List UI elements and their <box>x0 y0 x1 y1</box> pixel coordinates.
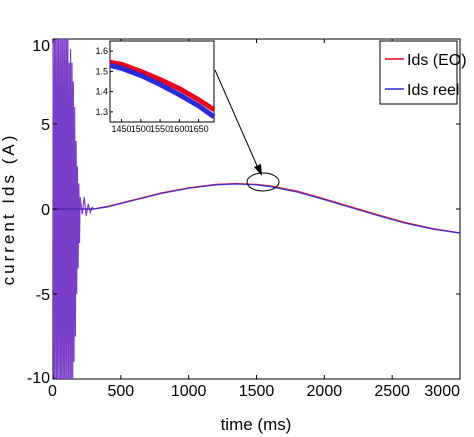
x-tick-label: 3000 <box>424 383 460 400</box>
transient-line <box>52 38 95 380</box>
x-axis-label: time (ms) <box>221 415 292 434</box>
inset-y-tick-label: 1.4 <box>95 87 108 97</box>
legend: Ids (EO) Ids reel <box>379 40 467 105</box>
zoom-arrow-head <box>254 164 262 176</box>
y-axis-ticks: 10 5 0 -5 -10 <box>27 38 460 387</box>
x-tick-label: 0 <box>48 383 57 400</box>
series-line-1 <box>53 183 461 234</box>
x-tick-label: 500 <box>107 383 134 400</box>
inset-series-layer <box>109 59 216 119</box>
y-tick-label: 10 <box>32 38 50 55</box>
inset-series-line-0 <box>109 59 216 112</box>
inset-x-tick-label: 1500 <box>131 124 151 134</box>
zoom-ellipse <box>246 172 280 192</box>
y-tick-label: -10 <box>27 370 50 387</box>
legend-label-eo: Ids (EO) <box>407 52 467 69</box>
x-tick-label: 1000 <box>171 383 207 400</box>
zoom-callout <box>214 69 280 192</box>
x-tick-label: 2000 <box>307 383 343 400</box>
x-axis-ticks: 0 500 1000 1500 2000 2500 3000 <box>48 39 461 400</box>
inset-y-tick-label: 1.5 <box>95 66 108 76</box>
y-tick-label: 0 <box>41 202 50 219</box>
inset-x-tick-label: 1550 <box>150 124 170 134</box>
inset-y-tick-label: 1.3 <box>95 107 108 117</box>
inset-x-tick-label: 1650 <box>189 124 209 134</box>
y-tick-label: 5 <box>41 117 50 134</box>
inset-x-tick-label: 1600 <box>169 124 189 134</box>
series-layer <box>52 38 461 380</box>
inset-x-ticks: 1450 1500 1550 1600 1650 <box>112 119 209 134</box>
zoom-arrow <box>214 69 259 169</box>
x-tick-label: 1500 <box>239 383 275 400</box>
inset-x-tick-label: 1450 <box>112 124 132 134</box>
x-tick-label: 2500 <box>374 383 410 400</box>
y-tick-label: -5 <box>36 287 50 304</box>
inset-plot: 1450 1500 1550 1600 1650 1.6 1.5 1.4 1.3 <box>95 40 216 134</box>
legend-box <box>379 40 458 105</box>
inset-y-tick-label: 1.6 <box>95 46 108 56</box>
y-axis-label: current Ids (A) <box>0 133 18 286</box>
inset-y-ticks: 1.6 1.5 1.4 1.3 <box>95 46 113 117</box>
legend-label-reel: Ids reel <box>407 82 459 99</box>
inset-series-line-1 <box>109 62 216 119</box>
